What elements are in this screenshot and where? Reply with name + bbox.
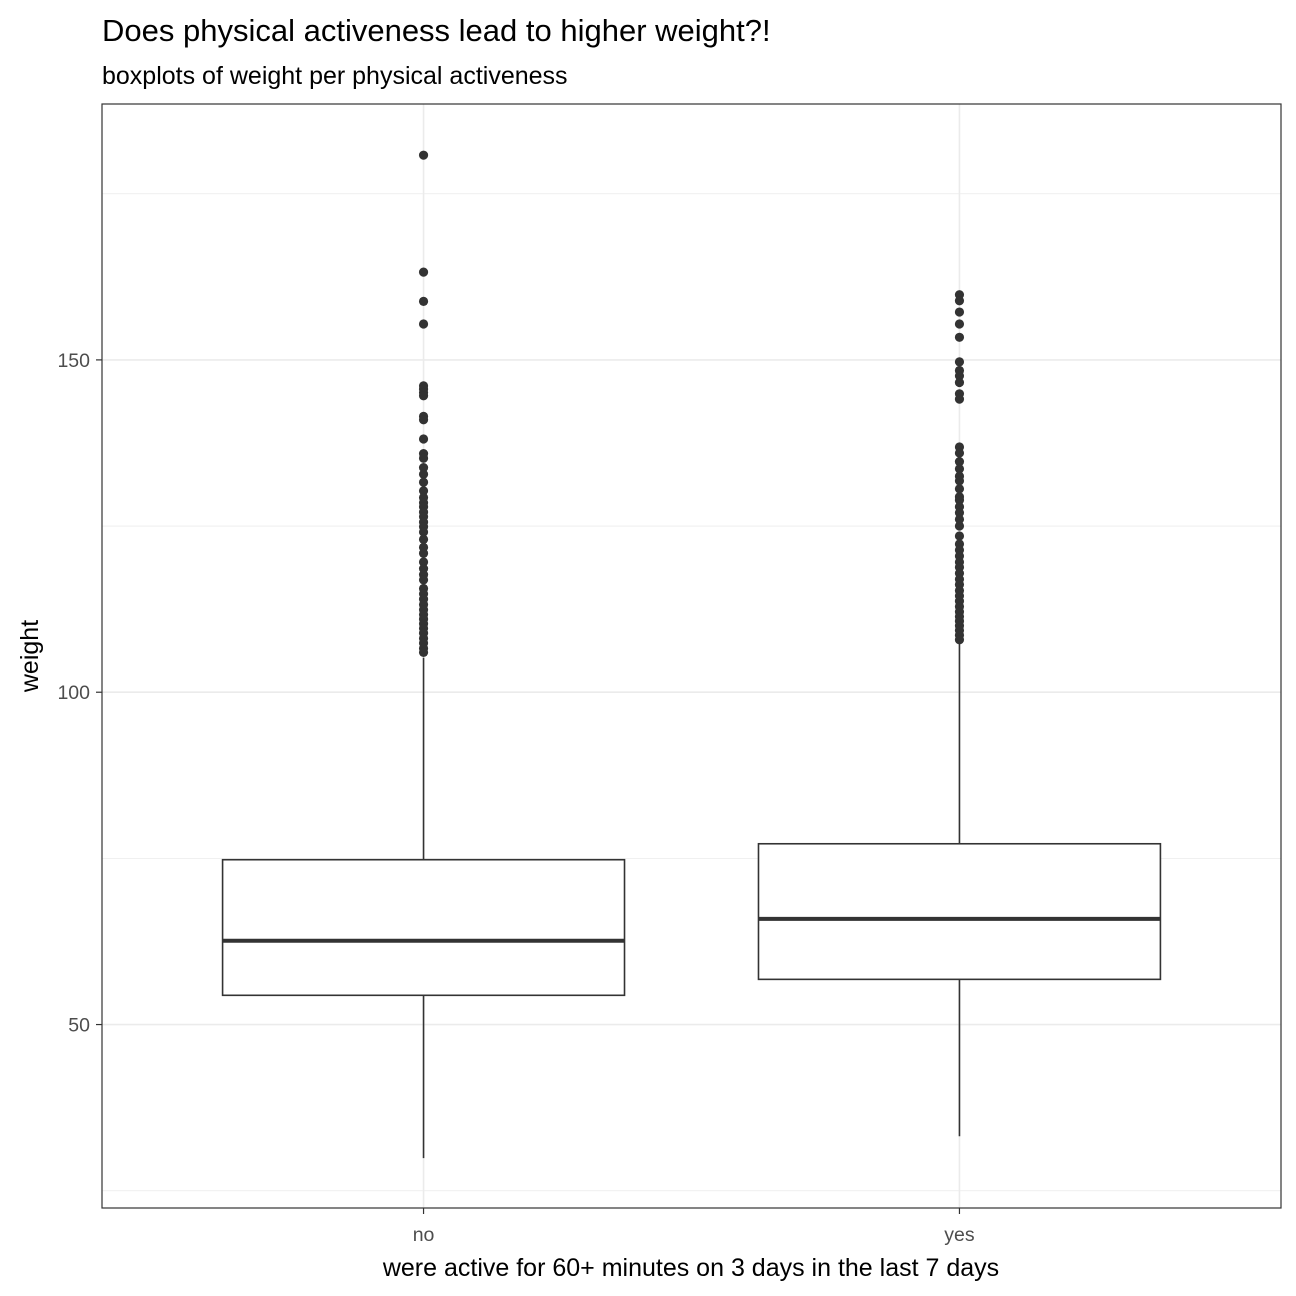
outlier-point <box>418 486 429 496</box>
outlier-point <box>418 319 429 329</box>
outlier-point <box>954 514 965 525</box>
outlier-point <box>954 508 965 518</box>
outlier-point <box>418 267 429 277</box>
x-tick-label-no: no <box>413 1224 435 1246</box>
x-tick-label-yes: yes <box>944 1224 975 1246</box>
outlier-point <box>418 150 429 160</box>
outlier-point <box>954 307 965 317</box>
outlier-point <box>418 477 429 487</box>
box-no <box>221 150 626 1159</box>
outlier-point <box>418 534 429 544</box>
outlier-point <box>954 476 965 486</box>
y-tick-label: 100 <box>57 682 90 704</box>
iqr-box <box>221 858 626 997</box>
outlier-point <box>418 557 429 567</box>
outlier-point <box>954 357 965 367</box>
axes: 50 100 150 no yes <box>57 350 974 1246</box>
outlier-point <box>954 531 965 541</box>
outlier-point <box>418 647 429 657</box>
outlier-point <box>418 462 429 473</box>
x-axis-title: were active for 60+ minutes on 3 days in… <box>382 1254 999 1282</box>
outlier-point <box>418 548 429 558</box>
outlier-point <box>954 448 965 458</box>
outlier-point <box>418 469 429 479</box>
grid-lines <box>102 104 1281 1208</box>
chart-subtitle: boxplots of weight per physical activene… <box>102 62 568 90</box>
outlier-point <box>954 332 965 342</box>
outlier-point <box>954 394 965 404</box>
outlier-point <box>418 296 429 307</box>
outlier-point <box>954 296 965 306</box>
outlier-point <box>418 575 429 585</box>
outlier-point <box>954 456 965 467</box>
boxes <box>221 150 1162 1159</box>
outlier-point <box>954 521 965 531</box>
outlier-point <box>418 453 429 463</box>
box-yes <box>757 290 1162 1137</box>
outlier-point <box>418 527 429 537</box>
iqr-box <box>757 842 1162 981</box>
panel-border <box>101 103 1282 1209</box>
outlier-point <box>954 464 965 474</box>
outlier-point <box>418 415 429 425</box>
chart-title: Does physical activeness lead to higher … <box>102 13 771 48</box>
outlier-point <box>954 635 965 645</box>
outlier-point <box>954 495 965 505</box>
y-axis-title: weight <box>16 620 44 693</box>
y-tick-label: 50 <box>68 1015 90 1037</box>
outlier-point <box>418 391 429 401</box>
outlier-point <box>954 377 965 388</box>
outlier-point <box>954 319 965 329</box>
outlier-point <box>954 371 965 381</box>
outlier-point <box>418 434 429 444</box>
outlier-point <box>954 484 965 494</box>
y-tick-label: 150 <box>57 350 90 372</box>
